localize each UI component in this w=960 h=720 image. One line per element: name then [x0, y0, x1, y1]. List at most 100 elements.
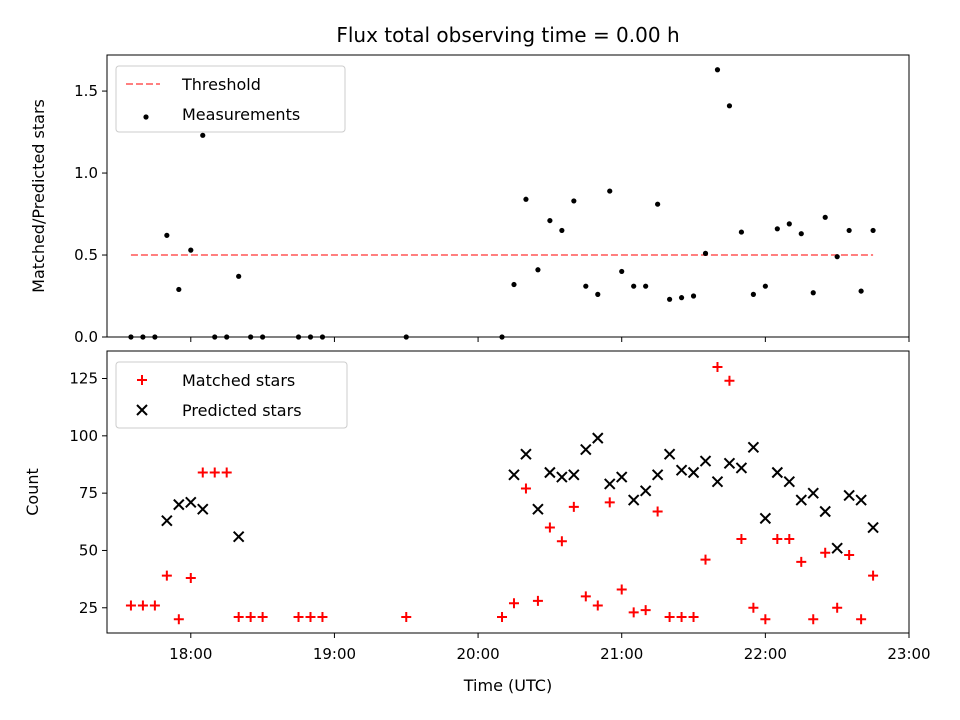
x-tick-label: 20:00: [456, 645, 499, 663]
matched-star-marker: [724, 375, 735, 386]
matched-star-marker: [844, 550, 855, 561]
series-predicted-stars: [161, 432, 879, 554]
matched-star-marker: [700, 554, 711, 565]
matched-star-marker: [305, 611, 316, 622]
measurement-point: [798, 231, 804, 237]
predicted-star-marker: [651, 469, 664, 481]
matched-star-marker: [688, 611, 699, 622]
y-axis-label: Matched/Predicted stars: [29, 99, 48, 293]
predicted-star-marker: [568, 469, 580, 481]
matched-star-marker: [317, 611, 328, 622]
measurement-point: [762, 283, 768, 289]
matched-star-marker: [772, 534, 783, 544]
predicted-star-marker: [161, 514, 173, 527]
predicted-star-marker: [699, 455, 712, 467]
measurement-point: [822, 214, 828, 220]
legend-handle: [143, 114, 149, 120]
matched-star-marker: [592, 600, 603, 611]
legend-label: Matched stars: [182, 371, 295, 390]
legend: Threshold Measurements: [115, 65, 346, 133]
measurement-point: [690, 293, 697, 299]
legend-label: Measurements: [182, 105, 300, 124]
y-tick-label: 75: [79, 484, 98, 502]
measurement-point: [714, 67, 721, 73]
measurement-point: [511, 281, 517, 288]
x-tick-label: 22:00: [744, 645, 787, 663]
predicted-star-marker: [532, 503, 544, 515]
matched-star-marker: [532, 595, 543, 606]
series-matched-stars: [125, 362, 879, 625]
matched-star-marker: [868, 570, 879, 581]
matched-star-marker: [544, 522, 555, 533]
measurement-point: [786, 221, 792, 227]
matched-star-marker: [209, 467, 220, 478]
x-tick-label: 18:00: [169, 645, 212, 663]
measurement-point: [774, 226, 780, 232]
y-axis-label: Count: [23, 468, 42, 516]
axes-frame: [106, 350, 910, 634]
measurement-point: [702, 250, 709, 256]
measurement-point: [834, 254, 840, 260]
legend-label: Threshold: [181, 75, 261, 94]
matched-star-marker: [784, 534, 795, 544]
matched-star-marker: [748, 602, 759, 613]
measurement-point: [547, 217, 553, 224]
panel-counts: 25 50 75 100 125 18:00 19:00 20:00 21:00 22:00 23:…: [23, 350, 931, 663]
measurement-point: [631, 283, 637, 289]
matched-star-marker: [556, 536, 567, 547]
predicted-star-marker: [520, 448, 532, 460]
y-tick-label: 1.0: [74, 164, 98, 182]
legend-box: [115, 65, 346, 133]
matched-star-marker: [604, 497, 615, 508]
axes-frame: [106, 54, 910, 338]
legend-handle: [137, 375, 147, 385]
predicted-star-marker: [735, 462, 748, 474]
matched-star-marker: [293, 611, 304, 622]
legend-handle: [136, 404, 148, 416]
y-tick-label: 0.0: [74, 328, 98, 346]
predicted-star-marker: [687, 466, 700, 479]
matched-star-marker: [628, 607, 639, 618]
y-tick-label: 50: [79, 541, 98, 559]
matched-star-marker: [712, 362, 723, 373]
measurement-point: [176, 286, 182, 293]
y-tick-label: 0.5: [74, 246, 98, 264]
measurement-point: [200, 132, 206, 138]
predicted-star-marker: [580, 443, 592, 456]
predicted-star-marker: [747, 441, 760, 454]
x-axis-label: Time (UTC): [463, 676, 552, 695]
predicted-star-marker: [819, 505, 831, 518]
legend: Matched stars Predicted stars: [115, 361, 348, 429]
matched-star-marker: [125, 600, 136, 611]
y-tick-label: 100: [69, 427, 98, 445]
measurement-point: [846, 227, 852, 234]
predicted-star-marker: [185, 496, 197, 509]
matched-star-marker: [245, 611, 256, 622]
predicted-star-marker: [711, 475, 724, 488]
matched-star-marker: [736, 534, 747, 544]
predicted-star-marker: [197, 503, 209, 515]
predicted-star-marker: [771, 466, 784, 479]
matched-star-marker: [520, 483, 531, 494]
matched-star-marker: [497, 611, 508, 622]
measurement-point: [750, 291, 756, 297]
predicted-star-marker: [173, 498, 185, 511]
legend-label: Predicted stars: [182, 401, 302, 420]
chart-title: Flux total observing time = 0.00 h: [336, 23, 679, 47]
predicted-star-marker: [556, 471, 568, 483]
matched-star-marker: [856, 614, 867, 625]
predicted-star-marker: [663, 448, 676, 460]
predicted-star-marker: [855, 494, 867, 506]
measurement-point: [571, 198, 577, 204]
matched-star-marker: [820, 547, 831, 558]
x-tick-label: 23:00: [887, 645, 930, 663]
measurement-point: [870, 227, 876, 234]
matched-star-marker: [508, 598, 519, 609]
predicted-star-marker: [627, 494, 640, 506]
matched-star-marker: [616, 584, 627, 595]
matched-star-marker: [401, 611, 412, 622]
y-tick-label: 25: [79, 599, 98, 617]
matched-star-marker: [640, 605, 651, 616]
predicted-star-marker: [867, 521, 879, 534]
x-tick-label: 19:00: [313, 645, 356, 663]
